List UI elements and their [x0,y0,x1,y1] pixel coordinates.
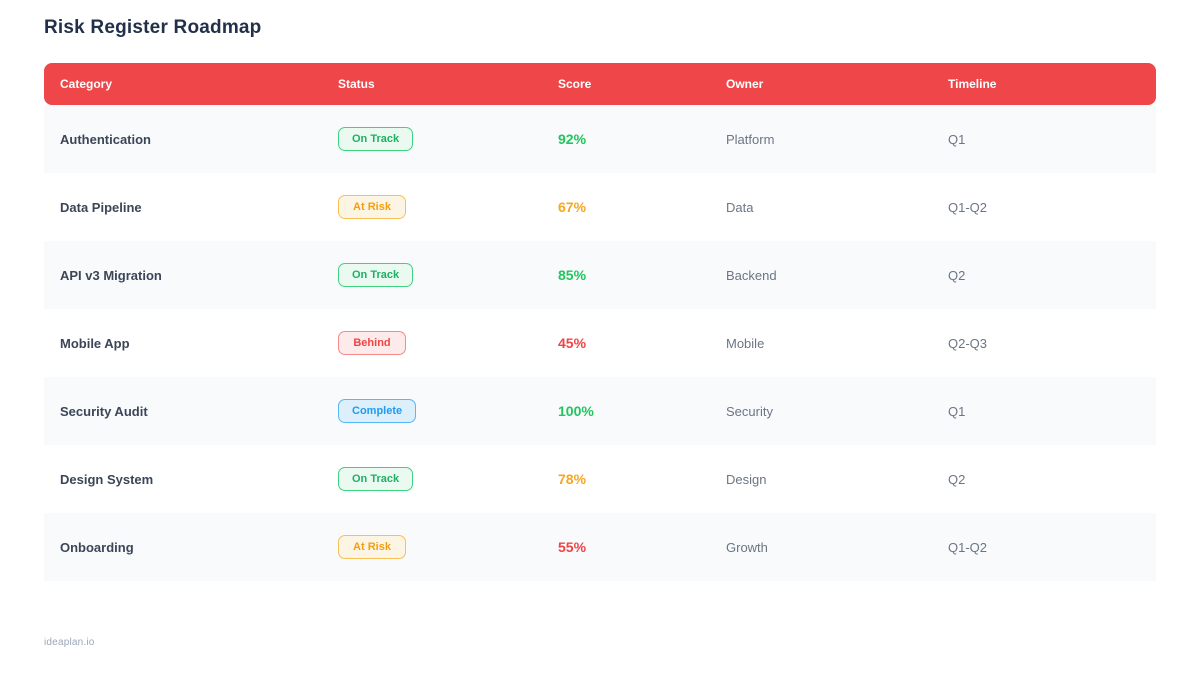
status-badge: At Risk [338,195,406,219]
table-row: Authentication On Track 92% Platform Q1 [44,105,1156,173]
owner-cell: Security [726,403,773,419]
timeline-cell: Q2 [948,267,966,283]
status-badge: Complete [338,399,417,423]
category-cell: Authentication [60,131,151,147]
score-cell: 92% [558,131,587,147]
owner-cell: Data [726,199,754,215]
status-cell: At Risk [322,535,542,559]
score-cell: 100% [558,403,594,419]
column-header-score: Score [558,77,592,91]
status-cell: Complete [322,399,542,423]
status-badge: At Risk [338,535,406,559]
category-cell: Design System [60,471,154,487]
page-title: Risk Register Roadmap [44,17,262,38]
table-row: Design System On Track 78% Design Q2 [44,445,1156,513]
table-row: Data Pipeline At Risk 67% Data Q1-Q2 [44,173,1156,241]
score-cell: 55% [558,539,587,555]
timeline-cell: Q1 [948,403,966,419]
score-cell: 78% [558,471,587,487]
category-cell: API v3 Migration [60,267,162,283]
column-header-timeline: Timeline [948,77,997,91]
status-cell: On Track [322,127,542,151]
category-cell: Mobile App [60,335,130,351]
category-cell: Data Pipeline [60,199,142,215]
status-badge: On Track [338,263,414,287]
table-row: API v3 Migration On Track 85% Backend Q2 [44,241,1156,309]
table-header-row: Category Status Score Owner Timeline [44,63,1156,105]
timeline-cell: Q1-Q2 [948,199,988,215]
owner-cell: Platform [726,131,775,147]
timeline-cell: Q1-Q2 [948,539,988,555]
timeline-cell: Q2-Q3 [948,335,988,351]
score-cell: 45% [558,335,587,351]
page: Risk Register Roadmap Category Status Sc… [44,17,1156,648]
brand-watermark: ideaplan.io [44,637,95,648]
category-cell: Security Audit [60,403,148,419]
owner-cell: Growth [726,539,768,555]
status-badge: Behind [338,331,406,355]
score-cell: 67% [558,199,587,215]
column-header-status: Status [338,77,375,91]
owner-cell: Backend [726,267,777,283]
risk-register-table: Category Status Score Owner Timeline Aut… [44,63,1156,581]
table-row: Security Audit Complete 100% Security Q1 [44,377,1156,445]
status-badge: On Track [338,127,414,151]
category-cell: Onboarding [60,539,134,555]
status-cell: At Risk [322,195,542,219]
owner-cell: Mobile [726,335,765,351]
table-row: Mobile App Behind 45% Mobile Q2-Q3 [44,309,1156,377]
column-header-owner: Owner [726,77,764,91]
table-row: Onboarding At Risk 55% Growth Q1-Q2 [44,513,1156,581]
status-badge: On Track [338,467,414,491]
score-cell: 85% [558,267,587,283]
owner-cell: Design [726,471,767,487]
column-header-category: Category [60,77,113,91]
status-cell: On Track [322,467,542,491]
status-cell: Behind [322,331,542,355]
timeline-cell: Q1 [948,131,966,147]
timeline-cell: Q2 [948,471,966,487]
status-cell: On Track [322,263,542,287]
